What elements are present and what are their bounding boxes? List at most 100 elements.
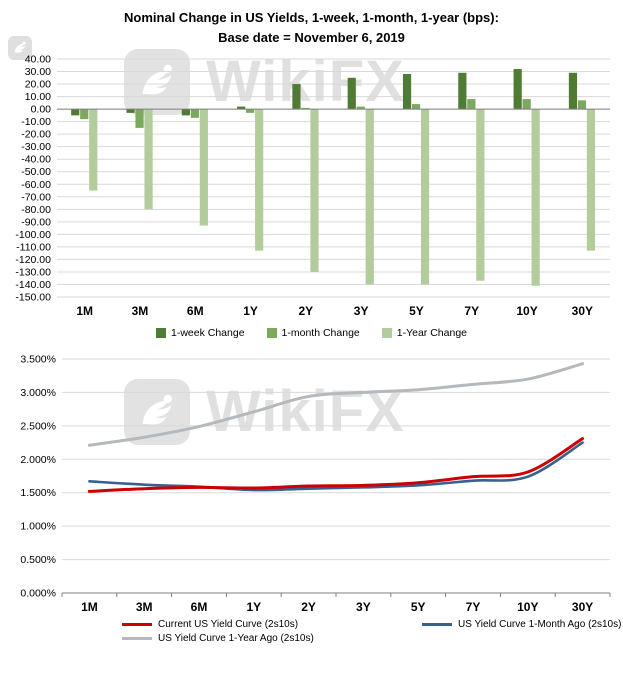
bar-1-year-change-1M [89,109,98,191]
line-x-axis-label-5Y: 5Y [411,600,426,614]
bar-1-year-change-2Y [310,109,319,272]
bar-y-tick-label: -110.00 [16,241,51,253]
line-x-axis-label-30Y: 30Y [572,600,593,614]
line-chart-legend: Current US Yield Curve (2s10s) US Yield … [122,619,623,644]
bar-1-year-change-7Y [476,109,485,281]
legend-swatch-1month-icon [266,328,277,338]
line-x-axis-label-2Y: 2Y [301,600,316,614]
line-chart: 3.500% 3.000% 2.500% 2.000% 1.500% 1.000% 0.50… [20,354,611,614]
bar-1-year-change-10Y [531,109,540,286]
bar-1-month-change-10Y [522,99,531,110]
bar-x-axis-label-2Y: 2Y [299,304,314,318]
bar-1-year-change-3Y [365,109,374,285]
bar-y-tick-label: 20.00 [25,79,51,91]
bar-y-tick-label: -150.00 [15,292,51,304]
legend-swatch-1year-icon [381,328,392,338]
bar-1-week-change-1Y [237,106,246,110]
bar-chart-title: Nominal Change in US Yields, 1-week, 1-m… [0,0,623,47]
line-y-tick-label: 3.500% [20,354,56,366]
bar-y-tick-label: -30.00 [21,141,51,153]
bar-1-week-change-30Y [568,72,578,110]
line-x-axis-label-7Y: 7Y [466,600,481,614]
line-y-tick-label: 1.000% [20,521,56,533]
legend-label-1year-ago-curve: US Yield Curve 1-Year Ago (2s10s) [158,633,314,644]
bar-y-tick-label: 10.00 [25,91,51,103]
bar-y-tick-label: 0.00 [31,104,52,116]
legend-line-1year-ago-icon [122,637,152,640]
legend-label-current-yield-curve: Current US Yield Curve (2s10s) [158,619,299,630]
bar-1-month-change-1M [80,109,89,120]
line-x-axis-label-1M: 1M [81,600,98,614]
legend-line-current-icon [122,623,152,626]
bar-1-month-change-7Y [467,99,476,110]
bar-y-tick-label: -10.00 [21,116,51,128]
bar-1-month-change-3Y [356,106,365,110]
legend-line-1month-ago-icon [422,623,452,626]
bar-x-axis-label-10Y: 10Y [516,304,537,318]
bar-1-year-change-3M [144,109,153,210]
bar-x-axis-label-7Y: 7Y [464,304,479,318]
bar-1-week-change-2Y [292,84,301,110]
bar-1-month-change-30Y [577,100,587,110]
bar-1-week-change-10Y [513,69,522,110]
line-y-tick-label: 2.500% [20,420,56,432]
bar-x-axis-label-1M: 1M [76,304,93,318]
legend-item-1year-ago-curve: US Yield Curve 1-Year Ago (2s10s) [122,633,422,644]
bar-x-axis-label-3Y: 3Y [354,304,369,318]
bar-x-axis-label-5Y: 5Y [409,304,424,318]
line-series-us-yield-curve-1-year-ago-2s10s- [87,362,585,447]
bar-x-axis-label-1Y: 1Y [243,304,258,318]
bar-1-month-change-5Y [411,104,421,110]
line-series-current-us-yield-curve-2s10s- [87,437,585,493]
bar-y-tick-label: -100.00 [15,229,51,241]
bar-1-week-change-3M [126,109,135,113]
bar-y-tick-label: -130.00 [15,266,51,278]
legend-swatch-1week-icon [155,328,166,338]
bar-1-year-change-5Y [420,109,430,285]
bar-1-month-change-3M [135,109,144,128]
bar-y-tick-label: -90.00 [21,216,51,228]
line-y-tick-label: 0.500% [20,554,56,566]
bar-y-tick-label: 30.00 [25,66,51,78]
bar-1-week-change-3Y [347,77,356,110]
bar-chart-legend: 1-week Change 1-month Change 1-Year Chan… [0,327,623,339]
legend-item-1week-change: 1-week Change [155,327,245,339]
bar-chart: 40.0030.0020.0010.000.00-10.00-20.00-30.… [15,54,610,318]
legend-label-1month-change: 1-month Change [281,327,360,339]
bar-chart-title-line1: Nominal Change in US Yields, 1-week, 1-m… [124,10,499,25]
bar-1-year-change-1Y [255,109,264,251]
legend-label-1week-change: 1-week Change [170,327,245,339]
line-y-tick-label: 1.500% [20,487,56,499]
bar-y-tick-label: -70.00 [21,191,51,203]
bar-y-tick-label: -140.00 [15,279,51,291]
line-series-us-yield-curve-1-month-ago-2s10s- [88,441,584,492]
legend-label-1year-change: 1-Year Change [396,327,467,339]
bar-1-month-change-6M [190,109,199,118]
legend-item-1month-change: 1-month Change [266,327,360,339]
bar-x-axis-label-30Y: 30Y [572,304,593,318]
bar-y-tick-label: -40.00 [21,154,51,166]
bar-chart-title-line2: Base date = November 6, 2019 [218,29,405,45]
bar-1-year-change-30Y [586,109,596,251]
bar-1-year-change-6M [199,109,208,226]
line-y-tick-label: 0.000% [20,588,56,600]
bar-y-tick-label: -60.00 [21,179,51,191]
bar-1-week-change-5Y [402,74,412,110]
legend-item-1month-ago-curve: US Yield Curve 1-Month Ago (2s10s) [422,619,623,630]
bar-1-week-change-7Y [458,72,467,110]
bar-y-tick-label: -50.00 [21,166,51,178]
line-x-axis-label-1Y: 1Y [246,600,261,614]
bar-1-week-change-1M [71,109,80,116]
line-y-tick-label: 3.000% [20,387,56,399]
line-y-tick-label: 2.000% [20,454,56,466]
legend-item-current-yield-curve: Current US Yield Curve (2s10s) [122,619,422,630]
bar-x-axis-label-6M: 6M [187,304,204,318]
line-x-axis-label-3M: 3M [136,600,153,614]
bar-y-tick-label: -20.00 [21,129,51,141]
bar-y-tick-label: 40.00 [25,54,51,66]
bar-y-tick-label: -120.00 [15,254,51,266]
line-x-axis-label-6M: 6M [191,600,208,614]
line-x-axis-label-3Y: 3Y [356,600,371,614]
legend-label-1month-ago-curve: US Yield Curve 1-Month Ago (2s10s) [458,619,622,630]
